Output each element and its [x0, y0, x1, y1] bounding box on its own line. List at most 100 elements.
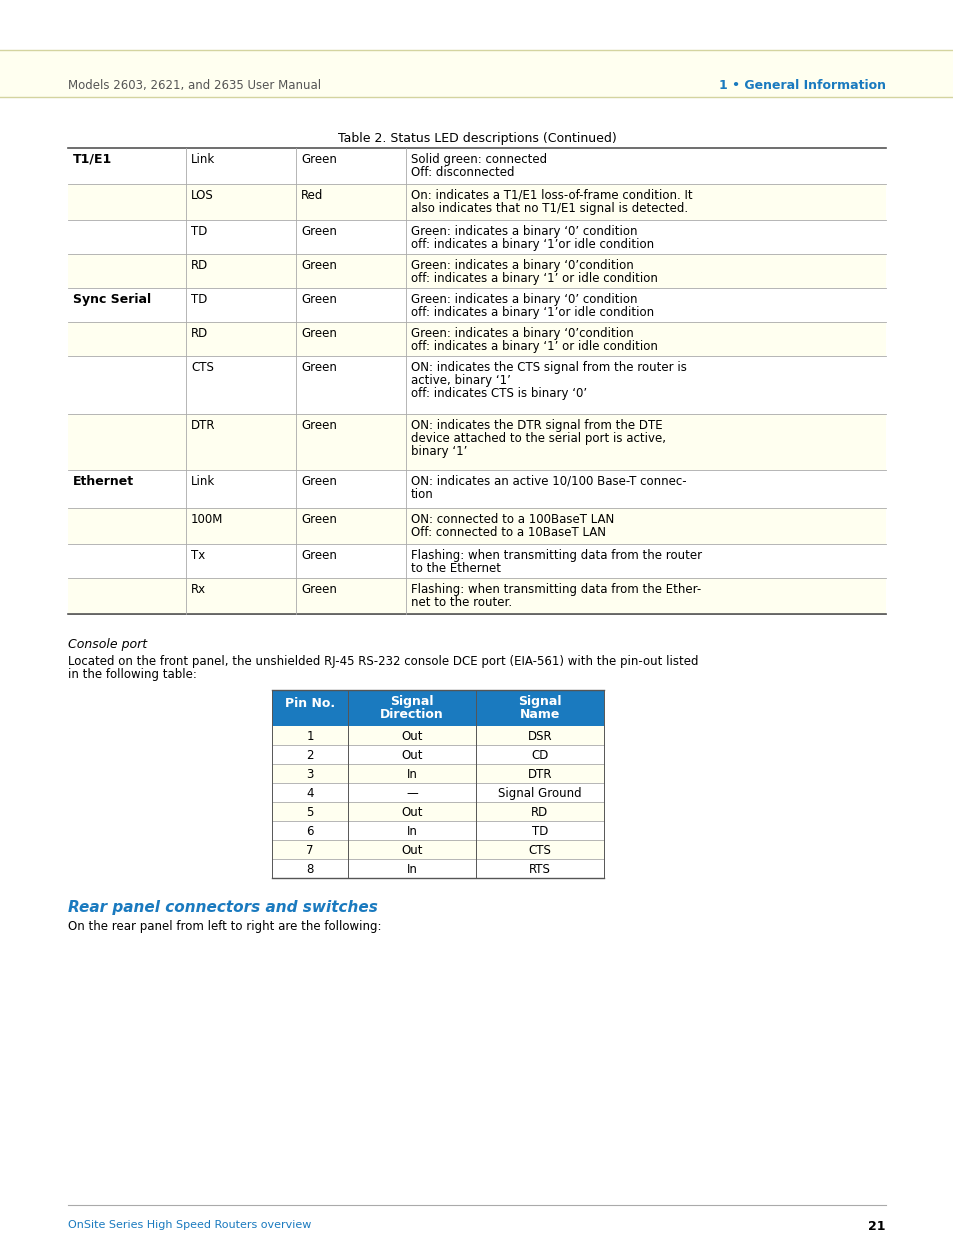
Bar — [272, 764, 603, 783]
Text: DTR: DTR — [191, 419, 215, 432]
Text: RD: RD — [191, 259, 208, 272]
Bar — [68, 414, 885, 471]
Text: Table 2. Status LED descriptions (Continued): Table 2. Status LED descriptions (Contin… — [337, 132, 616, 144]
Text: 21: 21 — [867, 1220, 885, 1233]
Text: Green: indicates a binary ‘0’condition: Green: indicates a binary ‘0’condition — [411, 259, 633, 272]
Text: RD: RD — [191, 327, 208, 340]
Text: On the rear panel from left to right are the following:: On the rear panel from left to right are… — [68, 920, 381, 932]
Text: 1 • General Information: 1 • General Information — [719, 79, 885, 91]
Text: CD: CD — [531, 748, 548, 762]
Text: Green: Green — [301, 225, 336, 238]
Bar — [272, 690, 603, 726]
Text: Green: Green — [301, 550, 336, 562]
Text: 2: 2 — [306, 748, 314, 762]
Bar — [68, 184, 885, 220]
Text: in the following table:: in the following table: — [68, 668, 196, 680]
Text: 1: 1 — [306, 730, 314, 743]
Text: TD: TD — [191, 293, 207, 306]
Text: —: — — [406, 787, 417, 800]
Text: Green: indicates a binary ‘0’ condition: Green: indicates a binary ‘0’ condition — [411, 293, 637, 306]
Bar — [272, 802, 603, 821]
Text: Green: Green — [301, 513, 336, 526]
Text: Off: connected to a 10BaseT LAN: Off: connected to a 10BaseT LAN — [411, 526, 605, 538]
Bar — [0, 49, 953, 98]
Text: Green: indicates a binary ‘0’ condition: Green: indicates a binary ‘0’ condition — [411, 225, 637, 238]
Text: CTS: CTS — [191, 361, 213, 374]
Bar — [68, 254, 885, 288]
Text: 5: 5 — [306, 806, 314, 819]
Text: DSR: DSR — [527, 730, 552, 743]
Text: OnSite Series High Speed Routers overview: OnSite Series High Speed Routers overvie… — [68, 1220, 311, 1230]
Text: Green: Green — [301, 153, 336, 165]
Text: ON: indicates the CTS signal from the router is: ON: indicates the CTS signal from the ro… — [411, 361, 686, 374]
Text: TD: TD — [191, 225, 207, 238]
Text: Green: Green — [301, 475, 336, 488]
Text: to the Ethernet: to the Ethernet — [411, 562, 500, 576]
Text: Out: Out — [401, 844, 422, 857]
Text: Green: Green — [301, 327, 336, 340]
Text: Tx: Tx — [191, 550, 205, 562]
Text: also indicates that no T1/E1 signal is detected.: also indicates that no T1/E1 signal is d… — [411, 203, 687, 215]
Text: Green: Green — [301, 293, 336, 306]
Text: Green: Green — [301, 583, 336, 597]
Text: Located on the front panel, the unshielded RJ-45 RS-232 console DCE port (EIA-56: Located on the front panel, the unshield… — [68, 655, 698, 668]
Text: Signal: Signal — [517, 695, 561, 708]
Text: Console port: Console port — [68, 638, 147, 651]
Text: 7: 7 — [306, 844, 314, 857]
Bar — [272, 840, 603, 860]
Text: device attached to the serial port is active,: device attached to the serial port is ac… — [411, 432, 665, 445]
Text: 8: 8 — [306, 863, 314, 876]
Text: Flashing: when transmitting data from the Ether-: Flashing: when transmitting data from th… — [411, 583, 700, 597]
Text: RD: RD — [531, 806, 548, 819]
Text: Direction: Direction — [379, 708, 443, 721]
Text: binary ‘1’: binary ‘1’ — [411, 445, 467, 458]
Text: Out: Out — [401, 730, 422, 743]
Text: net to the router.: net to the router. — [411, 597, 512, 609]
Text: Signal: Signal — [390, 695, 434, 708]
Text: DTR: DTR — [527, 768, 552, 781]
Text: Sync Serial: Sync Serial — [73, 293, 151, 306]
Text: Flashing: when transmitting data from the router: Flashing: when transmitting data from th… — [411, 550, 701, 562]
Text: Green: Green — [301, 259, 336, 272]
Text: active, binary ‘1’: active, binary ‘1’ — [411, 374, 511, 387]
Text: off: indicates a binary ‘1’ or idle condition: off: indicates a binary ‘1’ or idle cond… — [411, 272, 658, 285]
Text: Link: Link — [191, 475, 215, 488]
Text: Solid green: connected: Solid green: connected — [411, 153, 547, 165]
Bar — [68, 578, 885, 614]
Text: 100M: 100M — [191, 513, 223, 526]
Text: off: indicates a binary ‘1’or idle condition: off: indicates a binary ‘1’or idle condi… — [411, 306, 654, 319]
Text: CTS: CTS — [528, 844, 551, 857]
Text: Out: Out — [401, 748, 422, 762]
Text: TD: TD — [531, 825, 548, 839]
Text: LOS: LOS — [191, 189, 213, 203]
Text: In: In — [406, 825, 417, 839]
Text: Out: Out — [401, 806, 422, 819]
Text: off: indicates CTS is binary ‘0’: off: indicates CTS is binary ‘0’ — [411, 387, 586, 400]
Text: tion: tion — [411, 488, 434, 501]
Text: 4: 4 — [306, 787, 314, 800]
Text: Models 2603, 2621, and 2635 User Manual: Models 2603, 2621, and 2635 User Manual — [68, 79, 321, 91]
Text: T1/E1: T1/E1 — [73, 153, 112, 165]
Text: Green: Green — [301, 361, 336, 374]
Text: Off: disconnected: Off: disconnected — [411, 165, 514, 179]
Text: ON: indicates the DTR signal from the DTE: ON: indicates the DTR signal from the DT… — [411, 419, 662, 432]
Text: Ethernet: Ethernet — [73, 475, 134, 488]
Text: In: In — [406, 863, 417, 876]
Bar — [68, 322, 885, 356]
Text: Pin No.: Pin No. — [285, 697, 335, 710]
Text: Green: indicates a binary ‘0’condition: Green: indicates a binary ‘0’condition — [411, 327, 633, 340]
Text: 6: 6 — [306, 825, 314, 839]
Text: On: indicates a T1/E1 loss-of-frame condition. It: On: indicates a T1/E1 loss-of-frame cond… — [411, 189, 692, 203]
Text: Link: Link — [191, 153, 215, 165]
Text: 3: 3 — [306, 768, 314, 781]
Text: In: In — [406, 768, 417, 781]
Text: RTS: RTS — [529, 863, 551, 876]
Text: ON: connected to a 100BaseT LAN: ON: connected to a 100BaseT LAN — [411, 513, 614, 526]
Text: Green: Green — [301, 419, 336, 432]
Text: off: indicates a binary ‘1’ or idle condition: off: indicates a binary ‘1’ or idle cond… — [411, 340, 658, 353]
Text: Red: Red — [301, 189, 323, 203]
Text: Signal Ground: Signal Ground — [497, 787, 581, 800]
Text: off: indicates a binary ‘1’or idle condition: off: indicates a binary ‘1’or idle condi… — [411, 238, 654, 251]
Text: ON: indicates an active 10/100 Base-T connec-: ON: indicates an active 10/100 Base-T co… — [411, 475, 686, 488]
Text: Rear panel connectors and switches: Rear panel connectors and switches — [68, 900, 377, 915]
